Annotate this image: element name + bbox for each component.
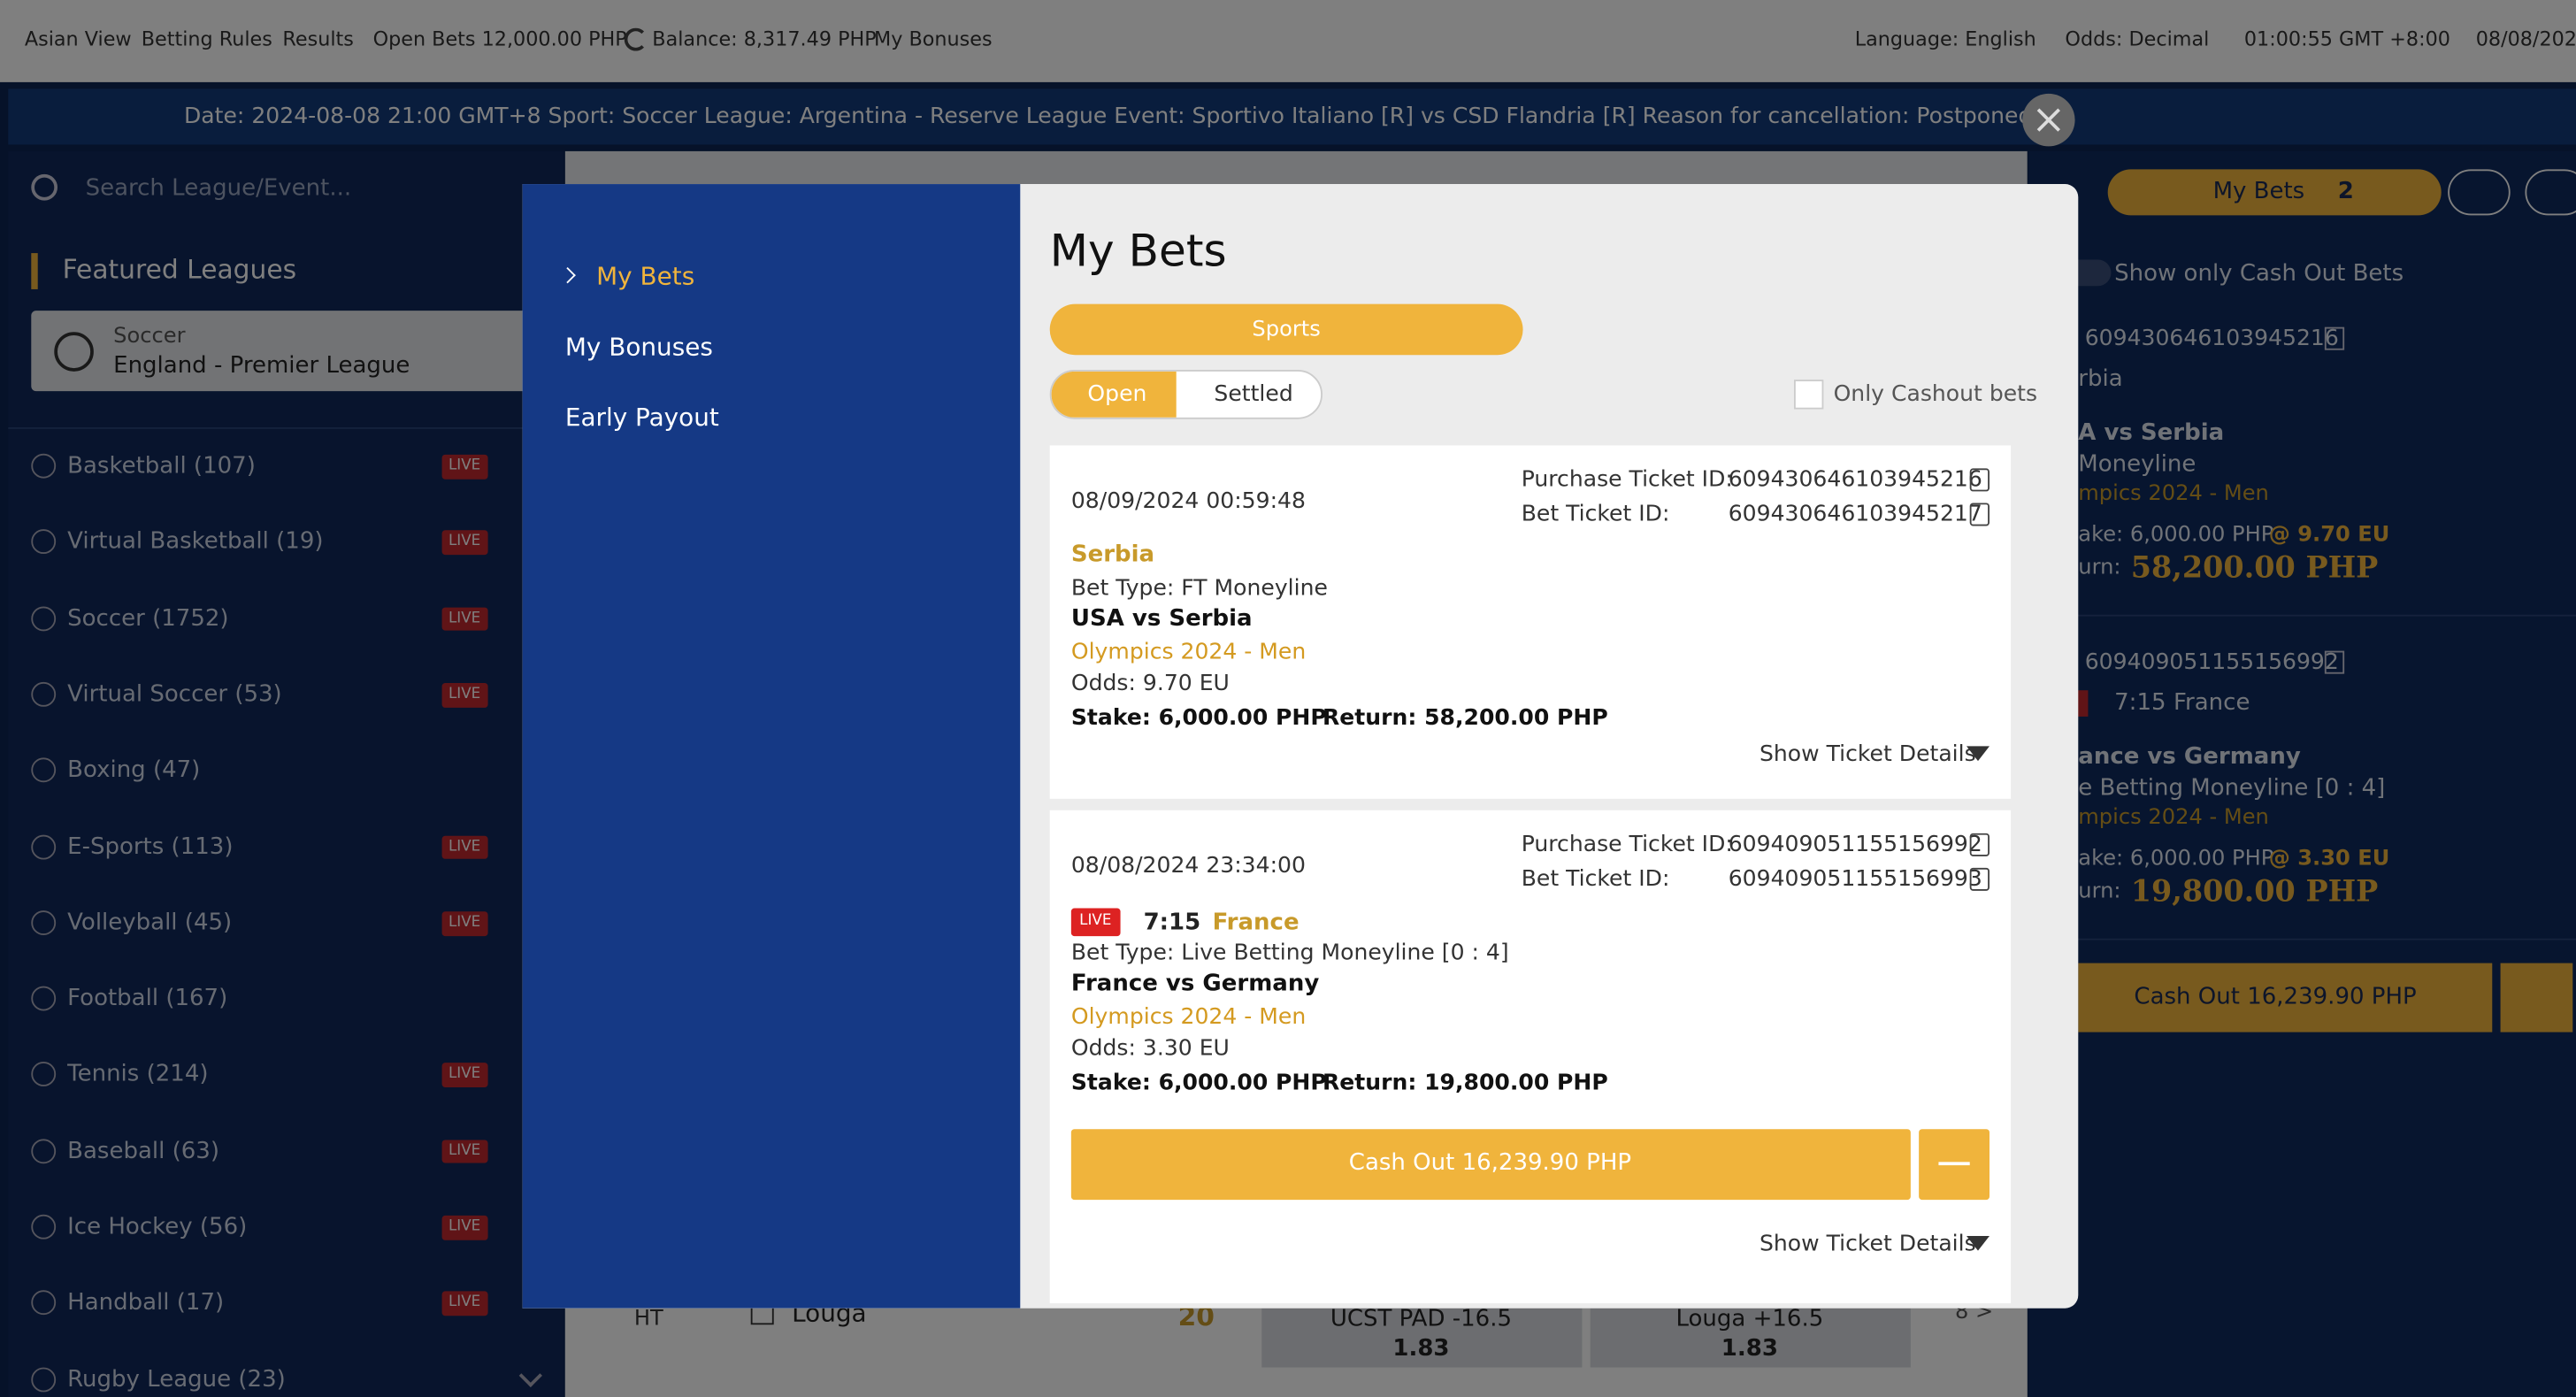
- bet-date: 08/09/2024 00:59:48: [1070, 487, 1306, 515]
- modal: My Bets My Bonuses Early Payout My Bets Spor…: [522, 184, 2079, 1309]
- options-icon: [1938, 1162, 1970, 1166]
- return: Return: 58,200.00 PHP: [1322, 704, 1608, 732]
- bet-id: 609409051155156993: [1728, 865, 1982, 893]
- copy-icon[interactable]: [1969, 468, 1990, 492]
- show-details[interactable]: Show Ticket Details: [1759, 1231, 1976, 1257]
- details-arrow: [1966, 746, 1990, 762]
- odds: Odds: 3.30 EU: [1070, 1035, 1230, 1062]
- modal-title: My Bets: [1049, 226, 1227, 278]
- match-time: 7:15: [1143, 910, 1201, 937]
- stake: Stake: 6,000.00 PHP: [1070, 704, 1327, 732]
- league: Olympics 2024 - Men: [1070, 1003, 1307, 1031]
- odds: Odds: 9.70 EU: [1070, 670, 1230, 697]
- nav-chevron: [559, 266, 576, 284]
- nav-item[interactable]: My Bonuses: [564, 332, 713, 362]
- purchase-label: Purchase Ticket ID:: [1521, 831, 1733, 858]
- event: USA vs Serbia: [1070, 605, 1253, 633]
- event: France vs Germany: [1070, 971, 1320, 997]
- modal-nav: My Bets My Bonuses Early Payout: [522, 184, 1021, 1309]
- toggle-option[interactable]: Settled: [1214, 380, 1293, 408]
- bet-date: 08/08/2024 23:34:00: [1070, 852, 1306, 879]
- purchase-label: Purchase Ticket ID:: [1521, 466, 1733, 494]
- purchase-id: 609430646103945216: [1728, 466, 1982, 494]
- bet-card: 08/08/2024 23:34:00 Purchase Ticket ID: 60…: [1049, 810, 2012, 1304]
- show-details[interactable]: Show Ticket Details: [1759, 741, 1976, 768]
- bet-id: 609430646103945217: [1728, 501, 1982, 528]
- selection: Serbia: [1070, 541, 1155, 569]
- stake: Stake: 6,000.00 PHP: [1070, 1070, 1327, 1096]
- cashout-options[interactable]: [1919, 1129, 1990, 1201]
- cashout-label: Cash Out 16,239.90 PHP: [1348, 1149, 1632, 1177]
- copy-icon[interactable]: [1969, 867, 1990, 891]
- bet-id-label: Bet Ticket ID:: [1521, 865, 1670, 893]
- nav-item[interactable]: My Bets: [596, 261, 695, 291]
- bet-card: 08/09/2024 00:59:48 Purchase Ticket ID: 60…: [1049, 445, 2012, 799]
- checkbox-label: Only Cashout bets: [1833, 380, 2038, 408]
- copy-icon[interactable]: [1969, 833, 1990, 856]
- bet-type: Bet Type: FT Moneyline: [1070, 575, 1328, 602]
- details-arrow: [1966, 1235, 1990, 1251]
- bet-type: Bet Type: Live Betting Moneyline [0 : 4]: [1070, 940, 1509, 967]
- close-button[interactable]: [2022, 93, 2075, 147]
- nav-item[interactable]: Early Payout: [564, 403, 719, 433]
- open-bg: [1051, 371, 1177, 418]
- cashout-button[interactable]: Cash Out 16,239.90 PHP: [1070, 1129, 1911, 1201]
- league: Olympics 2024 - Men: [1070, 639, 1307, 666]
- sports-tab[interactable]: Sports: [1049, 303, 1523, 356]
- purchase-id: 609409051155156992: [1728, 831, 1982, 858]
- sports-tab-label: Sports: [1252, 317, 1321, 342]
- toggle-option[interactable]: Open: [1087, 380, 1147, 408]
- status-toggle: Open Settled: [1049, 369, 1322, 419]
- copy-icon[interactable]: [1969, 503, 1990, 526]
- live-badge: LIVE: [1070, 908, 1120, 936]
- return: Return: 19,800.00 PHP: [1322, 1070, 1608, 1096]
- checkbox[interactable]: [1793, 380, 1824, 410]
- bet-id-label: Bet Ticket ID:: [1521, 501, 1670, 528]
- selection: France: [1212, 910, 1300, 937]
